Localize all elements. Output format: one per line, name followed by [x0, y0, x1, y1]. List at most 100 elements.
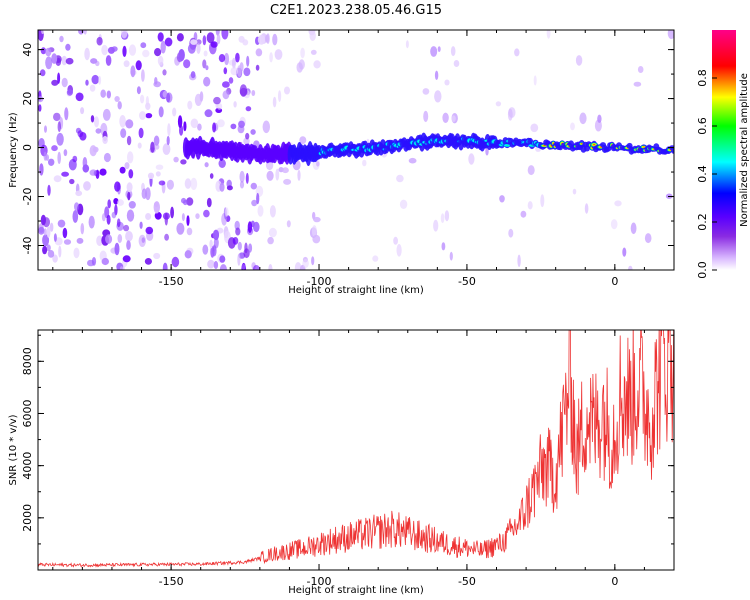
- noise-cell: [444, 210, 450, 222]
- spectrogram-xlabel: Height of straight line (km): [288, 285, 424, 296]
- noise-cell: [362, 159, 367, 167]
- y-tick-label: -40: [21, 237, 34, 255]
- noise-cell: [610, 219, 618, 230]
- noise-cell: [507, 108, 513, 121]
- noise-cell: [40, 214, 47, 226]
- noise-cell: [153, 252, 161, 260]
- noise-cell: [127, 151, 134, 164]
- noise-cell: [166, 179, 174, 190]
- noise-cell: [162, 69, 167, 76]
- noise-cell: [633, 81, 642, 87]
- noise-cell: [144, 258, 152, 265]
- noise-cell: [269, 205, 276, 218]
- noise-cell: [239, 84, 248, 97]
- noise-cell: [82, 164, 90, 173]
- noise-cell: [128, 44, 137, 56]
- noise-cell: [190, 39, 198, 45]
- noise-cell: [160, 40, 166, 54]
- noise-cell: [533, 75, 537, 86]
- noise-cell: [206, 32, 215, 44]
- noise-cell: [197, 123, 202, 131]
- noise-cell: [122, 255, 131, 263]
- noise-cell: [89, 84, 96, 92]
- noise-cell: [66, 89, 73, 96]
- snr-frame: [37, 329, 675, 571]
- noise-cell: [546, 30, 551, 39]
- y-tick-label: -20: [21, 188, 34, 206]
- noise-cell: [157, 55, 164, 66]
- noise-cell: [94, 116, 99, 128]
- noise-cell: [105, 234, 113, 244]
- colorbar-tick-label: 0.0: [696, 261, 709, 279]
- noise-cell: [264, 34, 270, 43]
- noise-cell: [61, 55, 67, 66]
- x-tick-label: -150: [159, 275, 184, 288]
- noise-cell: [256, 192, 260, 205]
- noise-cell: [64, 107, 69, 121]
- noise-cell: [219, 182, 225, 192]
- noise-cell: [38, 104, 42, 112]
- noise-cell: [203, 76, 211, 87]
- noise-cell: [213, 96, 221, 105]
- noise-cell: [218, 54, 226, 63]
- noise-cell: [85, 79, 89, 86]
- noise-cell: [47, 184, 51, 196]
- noise-cell: [126, 209, 135, 222]
- noise-cell: [579, 112, 587, 125]
- noise-cell: [622, 247, 627, 257]
- noise-cell: [106, 90, 112, 99]
- noise-cell: [122, 45, 127, 58]
- noise-cell: [451, 115, 456, 122]
- noise-cell: [396, 244, 402, 257]
- noise-cell: [186, 215, 190, 227]
- noise-cell: [243, 67, 251, 77]
- noise-cell: [125, 231, 133, 242]
- noise-cell: [300, 47, 305, 59]
- noise-cell: [139, 111, 146, 120]
- noise-cell: [196, 43, 201, 54]
- noise-cell: [114, 242, 120, 256]
- noise-cell: [216, 34, 221, 45]
- noise-cell: [222, 81, 230, 88]
- colorbar-scale: [712, 30, 736, 270]
- noise-cell: [252, 221, 260, 233]
- noise-cell: [187, 100, 193, 110]
- noise-cell: [46, 244, 51, 252]
- noise-cell: [90, 115, 95, 123]
- noise-cell: [157, 32, 164, 42]
- noise-cell: [250, 129, 256, 135]
- noise-cell: [267, 236, 274, 245]
- noise-cell: [255, 64, 260, 71]
- noise-cell: [251, 90, 256, 96]
- noise-cell: [120, 128, 127, 139]
- noise-cell: [45, 47, 52, 57]
- noise-cell: [527, 201, 533, 210]
- noise-cell: [275, 168, 280, 181]
- noise-cell: [38, 96, 44, 103]
- noise-cell: [237, 253, 241, 266]
- noise-cell: [238, 35, 245, 43]
- noise-cell: [440, 213, 445, 224]
- noise-cell: [111, 211, 117, 219]
- noise-cell: [57, 151, 61, 164]
- noise-cell: [212, 229, 220, 241]
- noise-cell: [61, 77, 68, 88]
- noise-cell: [117, 199, 124, 206]
- noise-cell: [268, 227, 277, 238]
- noise-cell: [294, 262, 302, 270]
- noise-cell: [126, 240, 131, 251]
- noise-cell: [245, 172, 249, 184]
- noise-cell: [184, 178, 192, 189]
- noise-cell: [51, 53, 58, 64]
- noise-cell: [232, 57, 236, 69]
- noise-cell: [127, 191, 131, 201]
- noise-cell: [224, 52, 230, 66]
- noise-cell: [101, 44, 108, 56]
- noise-cell: [123, 224, 130, 232]
- noise-cell: [57, 219, 66, 228]
- noise-cell: [83, 181, 91, 191]
- noise-cell: [299, 136, 307, 145]
- noise-cell: [202, 35, 207, 46]
- noise-cell: [437, 46, 441, 52]
- x-tick-label: -150: [159, 575, 184, 588]
